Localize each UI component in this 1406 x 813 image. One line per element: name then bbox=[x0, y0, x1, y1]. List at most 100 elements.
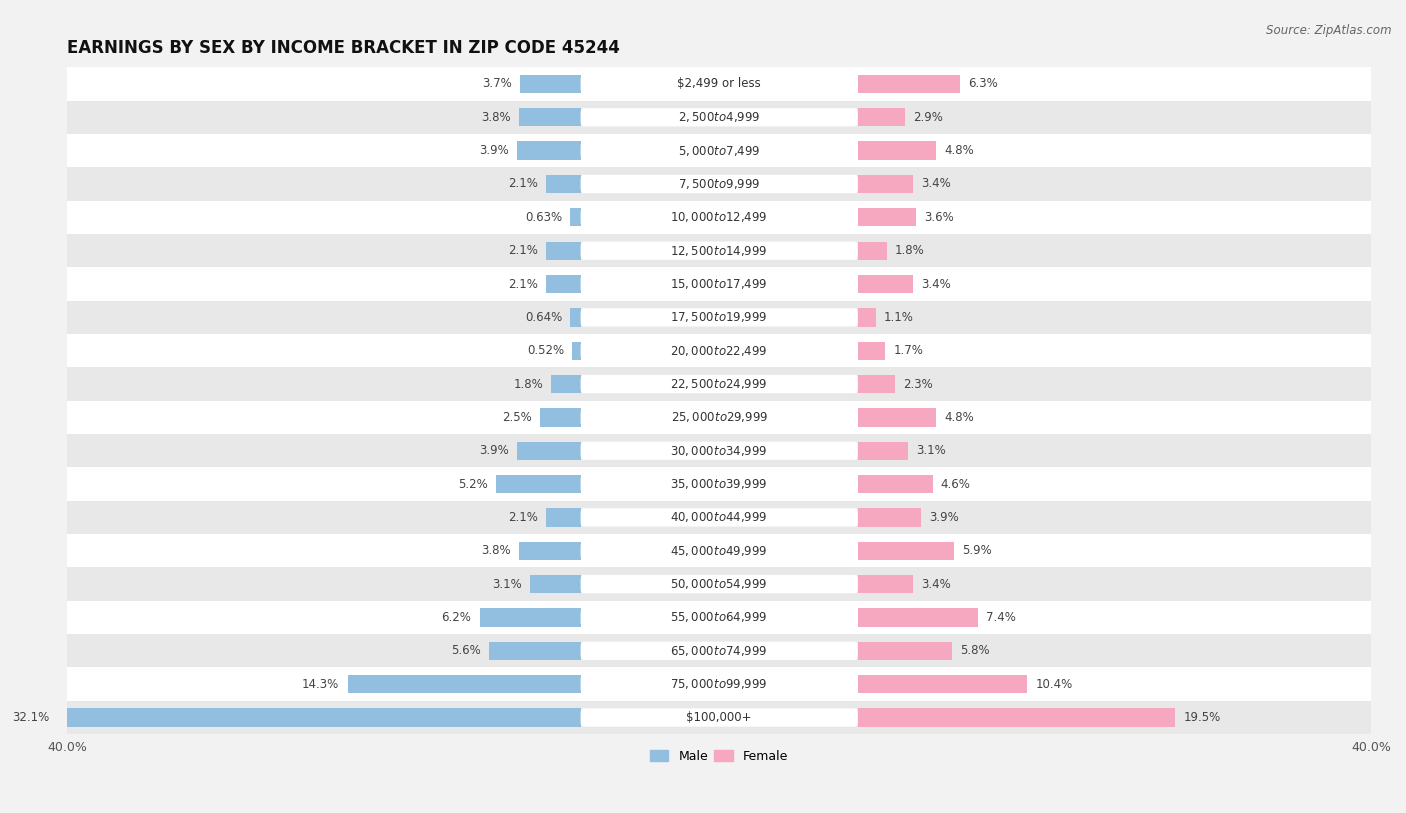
FancyBboxPatch shape bbox=[581, 441, 858, 460]
Text: 19.5%: 19.5% bbox=[1184, 711, 1220, 724]
Bar bbox=[858, 308, 876, 327]
Bar bbox=[67, 601, 1371, 634]
Bar bbox=[572, 341, 581, 360]
FancyBboxPatch shape bbox=[581, 475, 858, 493]
Text: 4.6%: 4.6% bbox=[941, 477, 970, 490]
Text: 0.64%: 0.64% bbox=[524, 311, 562, 324]
FancyBboxPatch shape bbox=[581, 75, 858, 93]
Bar bbox=[858, 275, 912, 293]
Text: 3.1%: 3.1% bbox=[492, 577, 522, 590]
Bar bbox=[540, 408, 581, 427]
Text: $15,000 to $17,499: $15,000 to $17,499 bbox=[671, 277, 768, 291]
Bar bbox=[519, 541, 581, 560]
Text: 3.9%: 3.9% bbox=[929, 511, 959, 524]
FancyBboxPatch shape bbox=[581, 541, 858, 560]
Text: $45,000 to $49,999: $45,000 to $49,999 bbox=[671, 544, 768, 558]
Text: $40,000 to $44,999: $40,000 to $44,999 bbox=[671, 511, 768, 524]
Text: 1.8%: 1.8% bbox=[513, 377, 543, 390]
Bar bbox=[67, 534, 1371, 567]
Text: $35,000 to $39,999: $35,000 to $39,999 bbox=[671, 477, 768, 491]
Text: 0.52%: 0.52% bbox=[527, 344, 564, 357]
FancyBboxPatch shape bbox=[581, 675, 858, 693]
Bar bbox=[67, 267, 1371, 301]
Bar bbox=[571, 208, 581, 227]
FancyBboxPatch shape bbox=[581, 175, 858, 193]
Bar bbox=[67, 567, 1371, 601]
Bar bbox=[67, 234, 1371, 267]
Bar bbox=[67, 201, 1371, 234]
Text: 5.9%: 5.9% bbox=[962, 544, 991, 557]
Text: $5,000 to $7,499: $5,000 to $7,499 bbox=[678, 144, 761, 158]
Text: 3.4%: 3.4% bbox=[921, 177, 950, 190]
Bar bbox=[547, 275, 581, 293]
FancyBboxPatch shape bbox=[581, 108, 858, 127]
Text: $2,500 to $4,999: $2,500 to $4,999 bbox=[678, 111, 761, 124]
Bar bbox=[67, 467, 1371, 501]
Bar bbox=[517, 441, 581, 460]
Bar bbox=[520, 75, 581, 93]
Bar bbox=[67, 667, 1371, 701]
Bar bbox=[489, 641, 581, 660]
Bar bbox=[858, 408, 936, 427]
FancyBboxPatch shape bbox=[581, 708, 858, 727]
Text: 5.2%: 5.2% bbox=[458, 477, 488, 490]
Bar bbox=[58, 708, 581, 727]
Text: 3.8%: 3.8% bbox=[481, 111, 510, 124]
Bar bbox=[858, 141, 936, 160]
Text: $22,500 to $24,999: $22,500 to $24,999 bbox=[671, 377, 768, 391]
FancyBboxPatch shape bbox=[581, 241, 858, 260]
FancyBboxPatch shape bbox=[581, 575, 858, 593]
Text: 0.63%: 0.63% bbox=[524, 211, 562, 224]
Bar bbox=[858, 475, 932, 493]
Text: 5.6%: 5.6% bbox=[451, 645, 481, 657]
Bar bbox=[858, 108, 905, 127]
Text: $65,000 to $74,999: $65,000 to $74,999 bbox=[671, 644, 768, 658]
Text: $17,500 to $19,999: $17,500 to $19,999 bbox=[671, 311, 768, 324]
Text: 2.5%: 2.5% bbox=[502, 411, 531, 424]
Bar bbox=[67, 401, 1371, 434]
Text: 2.1%: 2.1% bbox=[509, 277, 538, 290]
Text: 3.1%: 3.1% bbox=[917, 444, 946, 457]
Bar bbox=[858, 241, 887, 260]
Bar bbox=[530, 575, 581, 593]
FancyBboxPatch shape bbox=[581, 141, 858, 160]
Text: $25,000 to $29,999: $25,000 to $29,999 bbox=[671, 411, 768, 424]
Bar bbox=[67, 634, 1371, 667]
Bar bbox=[67, 134, 1371, 167]
Text: 32.1%: 32.1% bbox=[13, 711, 49, 724]
Text: 3.7%: 3.7% bbox=[482, 77, 512, 90]
Bar bbox=[67, 334, 1371, 367]
Text: $10,000 to $12,499: $10,000 to $12,499 bbox=[671, 211, 768, 224]
FancyBboxPatch shape bbox=[581, 641, 858, 660]
Bar bbox=[858, 641, 952, 660]
Bar bbox=[67, 101, 1371, 134]
Text: 3.9%: 3.9% bbox=[479, 144, 509, 157]
Bar bbox=[496, 475, 581, 493]
Text: 2.1%: 2.1% bbox=[509, 177, 538, 190]
Text: 2.3%: 2.3% bbox=[903, 377, 934, 390]
Text: $55,000 to $64,999: $55,000 to $64,999 bbox=[671, 611, 768, 624]
Bar bbox=[519, 108, 581, 127]
Bar bbox=[858, 575, 912, 593]
Text: $20,000 to $22,499: $20,000 to $22,499 bbox=[671, 344, 768, 358]
Bar bbox=[67, 701, 1371, 734]
Bar bbox=[67, 67, 1371, 101]
Text: Source: ZipAtlas.com: Source: ZipAtlas.com bbox=[1267, 24, 1392, 37]
Bar bbox=[858, 75, 960, 93]
Bar bbox=[547, 241, 581, 260]
Text: $2,499 or less: $2,499 or less bbox=[678, 77, 761, 90]
Text: 6.3%: 6.3% bbox=[969, 77, 998, 90]
Text: EARNINGS BY SEX BY INCOME BRACKET IN ZIP CODE 45244: EARNINGS BY SEX BY INCOME BRACKET IN ZIP… bbox=[67, 39, 620, 58]
Bar bbox=[858, 175, 912, 193]
Text: 4.8%: 4.8% bbox=[943, 144, 974, 157]
Bar bbox=[858, 508, 921, 527]
Text: 2.9%: 2.9% bbox=[912, 111, 943, 124]
Bar bbox=[547, 175, 581, 193]
Text: 3.9%: 3.9% bbox=[479, 444, 509, 457]
Text: $75,000 to $99,999: $75,000 to $99,999 bbox=[671, 677, 768, 691]
Text: 2.1%: 2.1% bbox=[509, 511, 538, 524]
Text: 1.8%: 1.8% bbox=[896, 244, 925, 257]
Text: 3.4%: 3.4% bbox=[921, 577, 950, 590]
Bar bbox=[67, 501, 1371, 534]
Bar bbox=[517, 141, 581, 160]
